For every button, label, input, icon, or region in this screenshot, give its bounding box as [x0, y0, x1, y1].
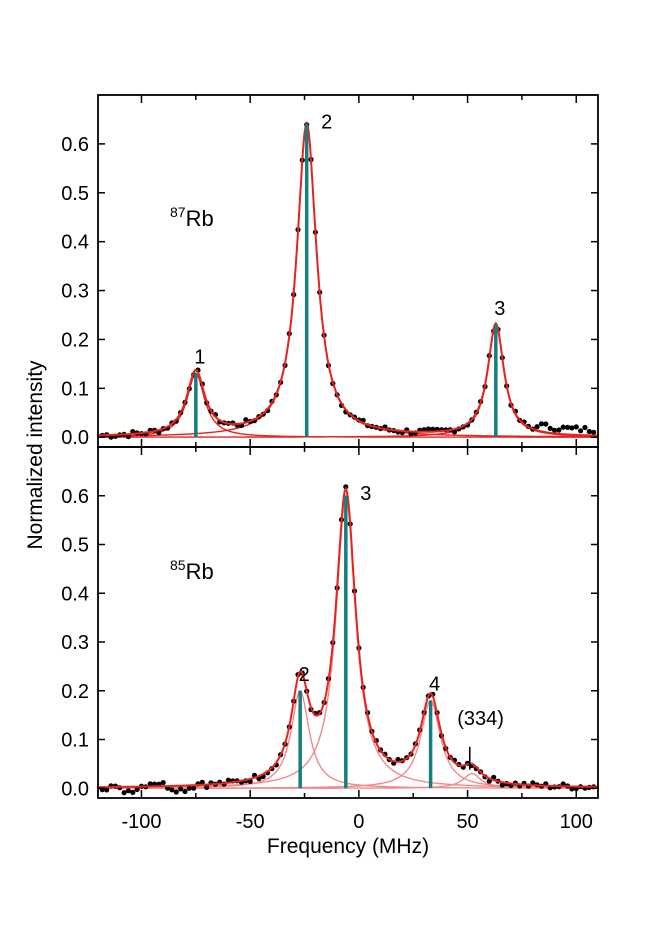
x-axis-title: Frequency (MHz) [267, 835, 429, 858]
y-tick-label: 0.4 [61, 583, 89, 605]
fit-component-1 [98, 689, 598, 789]
peak-label-2: 2 [321, 111, 332, 133]
x-tick-label: -50 [236, 811, 265, 833]
data-point-17 [169, 787, 175, 793]
y-tick-label: 0.2 [61, 329, 89, 351]
data-point-6 [121, 790, 127, 796]
x-tick-label: 100 [560, 811, 593, 833]
data-point-101 [534, 424, 540, 430]
data-point-114 [591, 429, 597, 435]
y-tick-label: 0.0 [61, 778, 89, 800]
data-point-109 [569, 786, 575, 792]
data-point-7 [125, 434, 131, 440]
y-tick-label: 0.1 [61, 730, 89, 752]
isotope-label: 85Rb [170, 557, 214, 584]
peak-label-1: 2 [299, 664, 310, 686]
data-point-12 [147, 781, 153, 787]
x-tick-label: 50 [456, 811, 478, 833]
peak-label-1: 1 [194, 347, 205, 369]
data-point-2 [104, 787, 110, 793]
data-point-106 [556, 427, 562, 433]
data-point-104 [547, 425, 553, 431]
data-point-111 [578, 428, 584, 434]
data-point-76 [425, 426, 431, 432]
y-tick-label: 0.5 [61, 535, 89, 557]
fit-total-curve [98, 486, 598, 789]
data-point-21 [186, 785, 192, 791]
x-tick-label: -100 [121, 811, 161, 833]
y-tick-label: 0.5 [61, 183, 89, 205]
data-point-8 [130, 789, 136, 796]
fit-component-2 [98, 122, 598, 438]
data-point-77 [430, 426, 436, 432]
data-point-30 [225, 777, 231, 783]
data-point-7 [125, 788, 131, 794]
fit-component-3 [98, 699, 598, 789]
data-point-105 [551, 427, 558, 433]
data-point-25 [204, 784, 210, 791]
data-point-112 [582, 424, 588, 431]
data-point-100 [530, 780, 536, 786]
fit-component-1 [98, 372, 598, 438]
data-point-9 [134, 786, 140, 793]
data-point-82 [451, 429, 458, 435]
data-point-15 [160, 780, 166, 786]
isotope-label: 87Rb [170, 204, 214, 231]
x-tick-label: 0 [353, 811, 364, 833]
data-point-22 [191, 785, 197, 791]
y-tick-label: 0.0 [61, 427, 89, 449]
data-point-93 [499, 782, 505, 788]
y-tick-label: 0.6 [61, 486, 89, 508]
fit-total-curve [97, 120, 598, 437]
plot-frame [97, 94, 599, 448]
data-point-18 [173, 789, 179, 795]
data-point-34 [243, 417, 249, 423]
measured-points [99, 122, 597, 440]
y-tick-label: 0.1 [61, 378, 89, 400]
fit-component-2 [98, 494, 598, 789]
data-point-102 [538, 421, 545, 427]
data-point-20 [182, 788, 188, 795]
peak-label-3: 3 [494, 298, 505, 320]
y-axis-title: Normalized intensity [24, 360, 47, 550]
y-tick-label: 0.3 [61, 632, 89, 654]
data-point-109 [569, 425, 575, 431]
data-point-110 [573, 424, 579, 430]
plot-frame [97, 446, 599, 799]
measured-points [99, 484, 597, 796]
peak-label-2: 3 [360, 483, 371, 505]
data-point-19 [178, 786, 184, 792]
data-point-103 [543, 421, 549, 427]
peak-label-4: (334) [457, 708, 504, 730]
panel-87rb: 1 2 3 0.0 0.1 0.2 0.3 0.4 0.5 0.6 87Rb [61, 94, 599, 449]
y-tick-label: 0.6 [61, 134, 89, 156]
data-point-107 [560, 424, 566, 430]
y-tick-label: 0.3 [61, 281, 89, 303]
data-point-108 [565, 424, 571, 430]
data-point-113 [586, 428, 592, 435]
peak-label-3: 4 [429, 674, 440, 696]
panel-85rb: 2 3 4 (334) 0.0 0.1 0.2 0.3 0.4 0.5 0.6 -100 -50 0 50 1… [61, 446, 599, 833]
y-tick-label: 0.4 [61, 232, 89, 254]
y-tick-label: 0.2 [61, 681, 89, 703]
